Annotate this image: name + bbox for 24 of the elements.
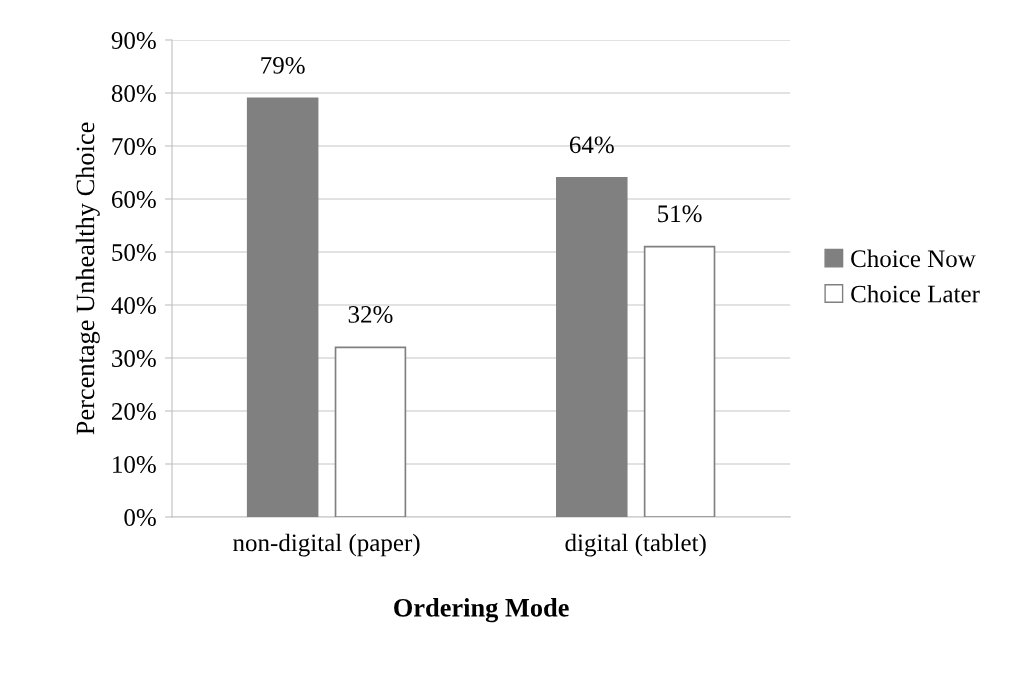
- y-tick-label: 90%: [111, 32, 156, 49]
- y-tick-label: 10%: [113, 456, 156, 473]
- legend-label: Choice Later: [851, 284, 980, 303]
- y-tick-label: 40%: [111, 297, 156, 314]
- bar: [334, 346, 407, 517]
- y-axis-title: Percentage Unhealthy Choice: [75, 122, 100, 435]
- bar: [643, 245, 716, 517]
- bar: [246, 97, 319, 517]
- y-tick-label: 70%: [112, 138, 156, 155]
- data-label: 64%: [569, 136, 614, 154]
- y-tick-label: 20%: [111, 403, 156, 420]
- x-axis-title: Ordering Mode: [394, 598, 569, 623]
- data-label: 79%: [261, 56, 305, 74]
- data-label: 51%: [658, 205, 702, 223]
- y-tick-label: 60%: [111, 191, 156, 208]
- data-label: 32%: [348, 306, 393, 323]
- y-tick-label: 30%: [112, 350, 156, 367]
- y-tick-label: 50%: [112, 244, 156, 261]
- bar: [556, 176, 628, 517]
- x-tick-label: digital (tablet): [565, 533, 706, 557]
- x-tick-label: non-digital (paper): [233, 533, 420, 557]
- y-tick-label: 80%: [111, 85, 156, 102]
- legend-label: Choice Now: [851, 249, 976, 268]
- y-tick-label: 0%: [124, 509, 156, 526]
